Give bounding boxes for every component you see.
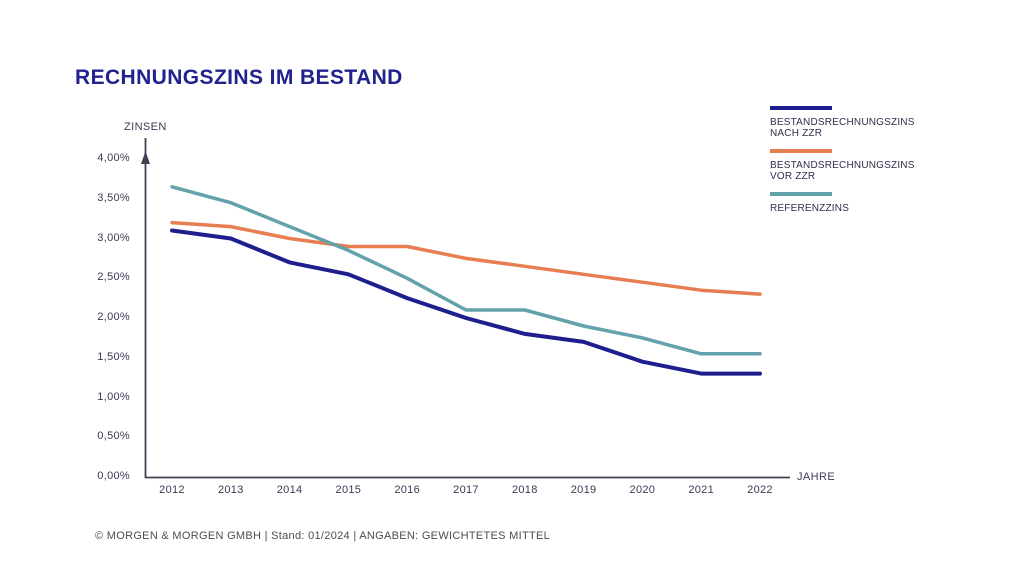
series-line-nach-zzr — [170, 228, 762, 376]
x-tick-label: 2018 — [511, 484, 538, 496]
chart-legend: BESTANDSRECHNUNGSZINS NACH ZZR BESTANDSR… — [770, 106, 980, 224]
y-tick-label: 4,00% — [97, 152, 130, 164]
x-axis-title: JAHRE — [797, 471, 836, 483]
y-axis-title: ZINSEN — [124, 121, 167, 133]
y-tick-label: 2,00% — [97, 311, 130, 323]
legend-item-referenzzins: REFERENZZINS — [770, 192, 980, 214]
legend-label-line: BESTANDSRECHNUNGSZINS — [770, 117, 915, 128]
x-tick-label: 2021 — [688, 484, 715, 496]
x-tick-label: 2014 — [276, 484, 303, 496]
legend-item-vor-zzr: BESTANDSRECHNUNGSZINS VOR ZZR — [770, 149, 980, 182]
legend-label-line: REFERENZZINS — [770, 203, 850, 214]
x-tick-label: 2017 — [453, 484, 479, 496]
y-tick-label: 0,00% — [97, 470, 130, 482]
legend-label-vor-zzr: BESTANDSRECHNUNGSZINS VOR ZZR — [770, 160, 980, 182]
x-tick-label: 2020 — [629, 484, 656, 496]
x-tick-label: 2019 — [570, 484, 597, 496]
series-line-vor-zzr — [170, 220, 762, 296]
y-tick-label: 3,00% — [97, 231, 130, 244]
x-tick-label: 2016 — [394, 484, 421, 496]
y-tick-label: 2,50% — [97, 271, 130, 284]
y-tick-label: 1,50% — [97, 350, 130, 363]
y-tick-label: 3,50% — [97, 191, 130, 204]
y-tick-label: 1,00% — [97, 390, 130, 403]
x-tick-label: 2013 — [217, 484, 244, 496]
x-tick-label: 2015 — [335, 484, 362, 496]
x-tick-label: 2022 — [747, 484, 773, 496]
y-tick-label: 0,50% — [97, 430, 130, 443]
legend-item-nach-zzr: BESTANDSRECHNUNGSZINS NACH ZZR — [770, 106, 980, 139]
legend-swatch-vor-zzr — [770, 149, 832, 153]
legend-label-line: NACH ZZR — [770, 128, 823, 139]
x-tick-label: 2012 — [159, 484, 185, 496]
legend-label-line: BESTANDSRECHNUNGSZINS — [770, 160, 915, 171]
legend-label-referenzzins: REFERENZZINS — [770, 203, 980, 214]
chart-title: RECHNUNGSZINS IM BESTAND — [75, 66, 403, 89]
source-note: © MORGEN & MORGEN GMBH | Stand: 01/2024 … — [95, 530, 551, 542]
series-line-referenzzins — [170, 185, 762, 356]
legend-swatch-referenzzins — [770, 192, 832, 196]
y-axis-arrow-icon — [141, 151, 150, 164]
legend-swatch-nach-zzr — [770, 106, 832, 110]
legend-label-nach-zzr: BESTANDSRECHNUNGSZINS NACH ZZR — [770, 117, 980, 139]
legend-label-line: VOR ZZR — [770, 171, 816, 182]
